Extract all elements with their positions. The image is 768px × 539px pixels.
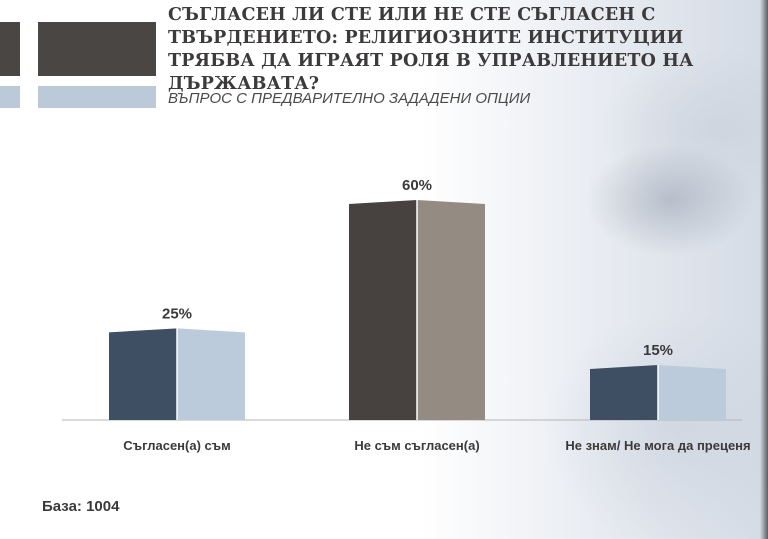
data-label: 60% <box>402 177 432 194</box>
chart-subtitle: ВЪПРОС С ПРЕДВАРИТЕЛНО ЗАДАДЕНИ ОПЦИИ <box>168 90 531 107</box>
bar-chart: 25% Съгласен(а) съм 60% Не съм съгласен(а) 1… <box>62 177 751 453</box>
decor-block-light <box>38 86 156 108</box>
bar-face-right <box>417 200 485 420</box>
decor-block-light <box>0 86 20 108</box>
category-label: Не съм съгласен(а) <box>354 438 479 453</box>
bar-face-right <box>658 365 726 420</box>
bar-face-left <box>109 328 177 420</box>
bar <box>349 200 485 420</box>
decor-block-dark <box>0 22 20 76</box>
base-note: База: 1004 <box>42 498 120 515</box>
bar-face-right <box>177 328 245 420</box>
window-edge <box>760 0 768 539</box>
category-label: Не знам/ Не мога да преценя <box>565 438 750 453</box>
category-label: Съгласен(а) съм <box>123 438 230 453</box>
decor-block-dark <box>38 22 156 76</box>
data-label: 25% <box>162 305 192 322</box>
bar <box>590 365 726 420</box>
chart-title: СЪГЛАСЕН ЛИ СТЕ ИЛИ НЕ СТЕ СЪГЛАСЕН С ТВ… <box>168 5 694 94</box>
data-label: 15% <box>643 342 673 359</box>
bar <box>109 328 245 420</box>
bar-face-left <box>349 200 417 420</box>
bar-face-left <box>590 365 658 420</box>
